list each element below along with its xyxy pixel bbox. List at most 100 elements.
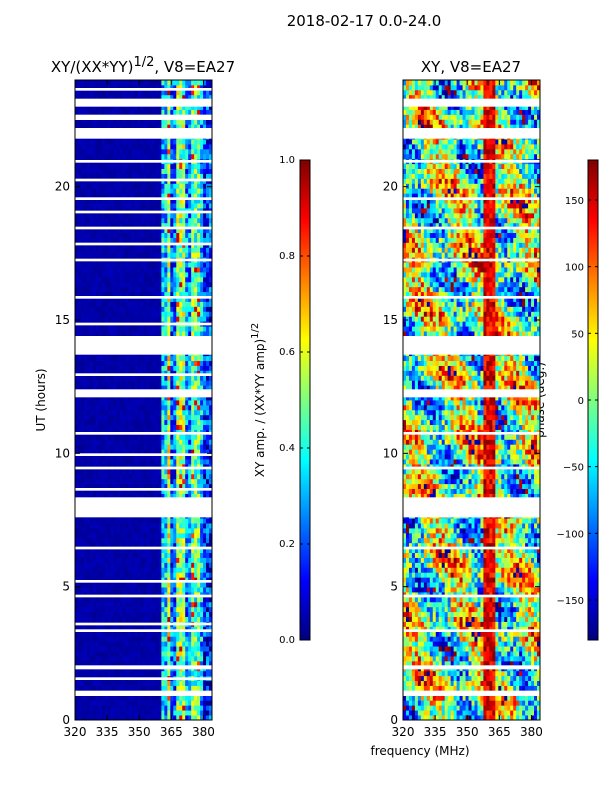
heatmap-cell: [182, 459, 186, 465]
heatmap-cell: [149, 626, 153, 632]
heatmap-cell: [80, 316, 85, 322]
heatmap-cell: [125, 468, 130, 475]
heatmap-cell: [101, 715, 106, 721]
heatmap-cell: [194, 592, 198, 598]
heatmap-cell: [134, 582, 138, 588]
heatmap-cell: [95, 705, 100, 711]
heatmap-cell: [110, 198, 115, 204]
heatmap-cell: [173, 237, 177, 243]
heatmap-cell: [134, 252, 138, 258]
heatmap-cell: [200, 488, 204, 494]
heatmap-cell: [110, 592, 115, 598]
heatmap-cell: [143, 552, 147, 558]
heatmap-cell: [125, 532, 130, 539]
heatmap-cell: [164, 409, 168, 416]
heatmap-cell: [146, 395, 150, 401]
heatmap-cell: [77, 419, 82, 426]
heatmap-cell: [209, 459, 213, 465]
heatmap-cell: [191, 562, 195, 568]
heatmap-cell: [176, 488, 180, 494]
heatmap-cell: [101, 188, 106, 194]
heatmap-cell: [200, 208, 204, 214]
heatmap-cell: [86, 542, 91, 549]
heatmap-cell: [107, 286, 112, 293]
heatmap-cell: [164, 646, 168, 652]
heatmap-cell: [119, 365, 124, 371]
heatmap-cell: [188, 227, 192, 234]
heatmap-cell: [110, 217, 115, 224]
heatmap-cell: [167, 582, 171, 588]
heatmap-cell: [188, 636, 192, 642]
heatmap-cell: [125, 680, 130, 686]
heatmap-cell: [107, 222, 112, 229]
heatmap-cell: [179, 710, 183, 716]
heatmap-cell: [173, 651, 177, 657]
heatmap-cell: [92, 183, 97, 189]
heatmap-cell: [89, 222, 94, 229]
heatmap-cell: [209, 409, 213, 416]
heatmap-cell: [182, 596, 186, 603]
heatmap-cell: [107, 587, 112, 593]
heatmap-cell: [152, 449, 156, 455]
heatmap-cell: [101, 286, 106, 293]
heatmap-cell: [77, 567, 82, 573]
heatmap-cell: [83, 473, 88, 480]
heatmap-cell: [155, 626, 159, 632]
heatmap-cell: [209, 542, 213, 549]
heatmap-cell: [203, 542, 207, 549]
heatmap-cell: [170, 478, 174, 485]
heatmap-cell: [77, 483, 82, 490]
heatmap-cell: [143, 208, 147, 214]
heatmap-cell: [92, 252, 97, 258]
heatmap-cell: [95, 326, 100, 332]
heatmap-cell: [107, 360, 112, 366]
heatmap-cell: [194, 286, 198, 293]
heatmap-cell: [122, 695, 127, 701]
heatmap-cell: [209, 380, 213, 386]
heatmap-cell: [197, 272, 201, 278]
heatmap-cell: [200, 414, 204, 421]
heatmap-cell: [203, 375, 207, 381]
heatmap-cell: [161, 464, 165, 470]
heatmap-cell: [182, 370, 186, 376]
heatmap-cell: [77, 281, 82, 288]
heatmap-cell: [173, 478, 177, 485]
heatmap-cell: [185, 375, 189, 381]
heatmap-cell: [75, 365, 79, 371]
heatmap-cell: [98, 459, 103, 465]
heatmap-cell: [179, 409, 183, 416]
heatmap-cell: [77, 360, 82, 366]
heatmap-cell: [149, 370, 153, 376]
heatmap-cell: [206, 222, 210, 229]
heatmap-cell: [182, 592, 186, 598]
heatmap-cell: [182, 267, 186, 273]
heatmap-cell: [194, 695, 198, 701]
heatmap-cell: [191, 582, 195, 588]
heatmap-cell: [164, 552, 168, 558]
heatmap-cell: [152, 523, 156, 529]
heatmap-cell: [173, 370, 177, 376]
heatmap-cell: [188, 557, 192, 563]
heatmap-cell: [122, 636, 127, 642]
heatmap-cell: [80, 646, 85, 652]
heatmap-cell: [98, 454, 103, 460]
heatmap-cell: [110, 400, 115, 406]
heatmap-cell: [149, 518, 153, 524]
heatmap-cell: [98, 212, 103, 219]
heatmap-cell: [77, 439, 82, 445]
heatmap-cell: [116, 705, 121, 711]
heatmap-cell: [95, 695, 100, 701]
heatmap-cell: [173, 715, 177, 721]
heatmap-cell: [164, 326, 168, 332]
heatmap-cell: [98, 208, 103, 214]
heatmap-cell: [140, 685, 144, 691]
heatmap-cell: [110, 478, 115, 485]
heatmap-cell: [167, 567, 171, 573]
heatmap-cell: [80, 227, 85, 234]
heatmap-cell: [104, 695, 109, 701]
heatmap-cell: [197, 473, 201, 480]
heatmap-cell: [200, 523, 204, 529]
heatmap-cell: [107, 631, 112, 637]
heatmap-cell: [89, 616, 94, 622]
heatmap-cell: [119, 409, 124, 416]
